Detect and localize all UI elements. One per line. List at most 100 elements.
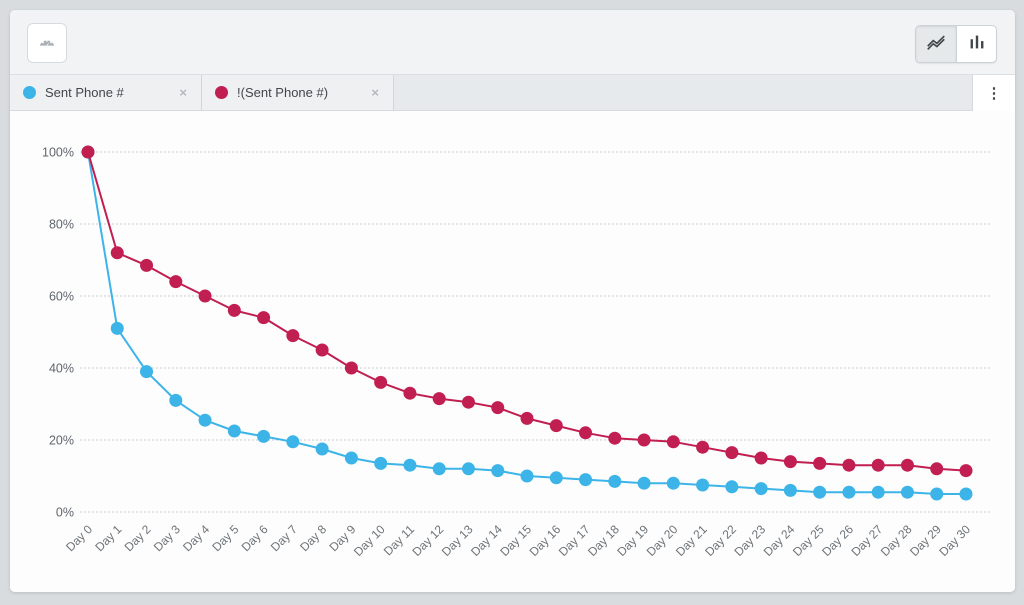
bar-chart-toggle-button[interactable] bbox=[956, 26, 996, 62]
data-point[interactable] bbox=[637, 433, 651, 447]
series-color-dot bbox=[23, 86, 36, 99]
tab-label: !(Sent Phone #) bbox=[237, 85, 329, 100]
data-point[interactable] bbox=[198, 413, 212, 427]
data-point[interactable] bbox=[696, 478, 710, 492]
x-tick-label: Day 21 bbox=[673, 522, 710, 559]
data-point[interactable] bbox=[608, 431, 622, 445]
data-point[interactable] bbox=[403, 458, 417, 472]
data-point[interactable] bbox=[842, 485, 856, 499]
gauge-icon bbox=[36, 30, 58, 57]
data-point[interactable] bbox=[374, 456, 388, 470]
x-tick-label: Day 3 bbox=[151, 522, 183, 554]
data-point[interactable] bbox=[783, 455, 797, 469]
data-point[interactable] bbox=[725, 446, 739, 460]
data-point[interactable] bbox=[81, 145, 95, 159]
x-tick-label: Day 12 bbox=[410, 522, 447, 559]
data-point[interactable] bbox=[754, 451, 768, 465]
data-point[interactable] bbox=[900, 485, 914, 499]
data-point[interactable] bbox=[754, 482, 768, 496]
data-point[interactable] bbox=[930, 462, 944, 476]
data-point[interactable] bbox=[696, 440, 710, 454]
data-point[interactable] bbox=[110, 246, 124, 260]
data-point[interactable] bbox=[813, 485, 827, 499]
x-tick-label: Day 5 bbox=[209, 522, 241, 554]
data-point[interactable] bbox=[461, 395, 475, 409]
dashboard-button[interactable] bbox=[27, 23, 67, 63]
data-point[interactable] bbox=[549, 471, 563, 485]
data-point[interactable] bbox=[227, 303, 241, 317]
data-point[interactable] bbox=[842, 458, 856, 472]
data-point[interactable] bbox=[257, 429, 271, 443]
data-point[interactable] bbox=[520, 469, 534, 483]
data-point[interactable] bbox=[140, 258, 154, 272]
x-tick-label: Day 4 bbox=[180, 522, 212, 554]
data-point[interactable] bbox=[579, 473, 593, 487]
data-point[interactable] bbox=[549, 419, 563, 433]
data-point[interactable] bbox=[198, 289, 212, 303]
data-point[interactable] bbox=[344, 361, 358, 375]
x-tick-label: Day 16 bbox=[527, 522, 564, 559]
x-tick-label: Day 13 bbox=[439, 522, 476, 559]
data-point[interactable] bbox=[959, 487, 973, 501]
line-chart-toggle-button[interactable] bbox=[916, 26, 956, 62]
data-point[interactable] bbox=[315, 343, 329, 357]
y-tick-label: 20% bbox=[49, 434, 74, 448]
series-line bbox=[87, 151, 966, 495]
data-point[interactable] bbox=[403, 386, 417, 400]
data-point[interactable] bbox=[461, 462, 475, 476]
data-point[interactable] bbox=[315, 442, 329, 456]
data-point[interactable] bbox=[491, 464, 505, 478]
x-tick-label: Day 28 bbox=[878, 522, 915, 559]
x-tick-label: Day 0 bbox=[63, 522, 95, 554]
data-point[interactable] bbox=[432, 462, 446, 476]
x-tick-label: Day 6 bbox=[239, 522, 271, 554]
x-tick-label: Day 1 bbox=[92, 522, 124, 554]
data-point[interactable] bbox=[637, 476, 651, 490]
data-point[interactable] bbox=[140, 365, 154, 379]
data-point[interactable] bbox=[783, 483, 797, 497]
data-point[interactable] bbox=[725, 480, 739, 494]
x-tick-label: Day 11 bbox=[381, 522, 417, 558]
data-point[interactable] bbox=[227, 424, 241, 438]
close-icon[interactable]: × bbox=[179, 85, 187, 100]
data-point[interactable] bbox=[257, 311, 271, 325]
x-tick-label: Day 14 bbox=[468, 522, 505, 559]
data-point[interactable] bbox=[930, 487, 944, 501]
data-point[interactable] bbox=[900, 458, 914, 472]
x-tick-label: Day 8 bbox=[297, 522, 329, 554]
data-point[interactable] bbox=[286, 435, 300, 449]
bar-chart-icon bbox=[966, 31, 988, 58]
x-tick-label: Day 29 bbox=[907, 522, 944, 559]
more-options-button[interactable]: ⋮ bbox=[972, 75, 1015, 111]
data-point[interactable] bbox=[169, 393, 183, 407]
tab-label: Sent Phone # bbox=[45, 85, 124, 100]
x-tick-label: Day 26 bbox=[819, 522, 856, 559]
x-tick-label: Day 25 bbox=[790, 522, 827, 559]
series-color-dot bbox=[215, 86, 228, 99]
tab-sent-phone[interactable]: Sent Phone # × bbox=[10, 75, 202, 110]
x-tick-label: Day 2 bbox=[122, 522, 154, 554]
data-point[interactable] bbox=[432, 392, 446, 406]
close-icon[interactable]: × bbox=[371, 85, 379, 100]
y-tick-label: 0% bbox=[56, 506, 74, 520]
data-point[interactable] bbox=[110, 321, 124, 335]
data-point[interactable] bbox=[813, 456, 827, 470]
data-point[interactable] bbox=[374, 375, 388, 389]
data-point[interactable] bbox=[491, 401, 505, 415]
data-point[interactable] bbox=[666, 476, 680, 490]
data-point[interactable] bbox=[959, 464, 973, 478]
data-point[interactable] bbox=[666, 435, 680, 449]
data-point[interactable] bbox=[286, 329, 300, 343]
chart-region: 0% 20% 40% 60% 80% 100% Day 0 Day 1 Day 2 Day 3 Da… bbox=[10, 112, 1015, 592]
tab-not-sent-phone[interactable]: !(Sent Phone #) × bbox=[202, 75, 394, 110]
data-point[interactable] bbox=[608, 474, 622, 488]
data-point[interactable] bbox=[169, 275, 183, 289]
y-tick-label: 40% bbox=[49, 362, 74, 376]
data-point[interactable] bbox=[871, 458, 885, 472]
data-point[interactable] bbox=[520, 411, 534, 425]
data-point[interactable] bbox=[344, 451, 358, 465]
data-point[interactable] bbox=[871, 485, 885, 499]
data-point[interactable] bbox=[579, 426, 593, 440]
